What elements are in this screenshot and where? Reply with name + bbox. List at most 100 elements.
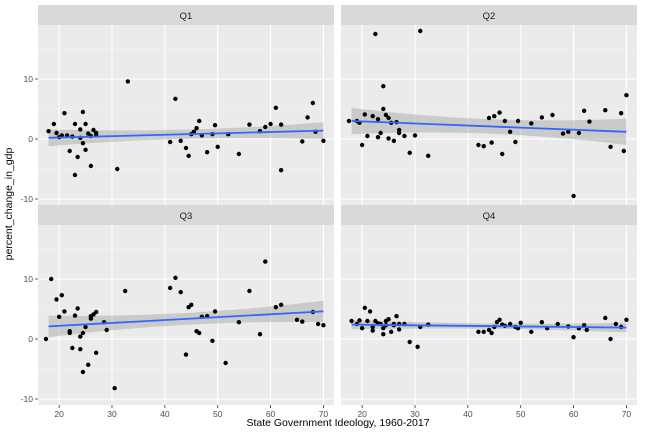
data-point <box>72 172 78 178</box>
data-point <box>305 115 310 120</box>
facet-strip <box>38 5 334 25</box>
data-point <box>375 135 381 140</box>
data-point <box>59 293 64 298</box>
data-point <box>62 111 67 116</box>
data-point <box>539 320 545 325</box>
data-point <box>268 121 273 127</box>
data-point <box>481 144 486 149</box>
data-point <box>78 127 83 132</box>
x-tick-label: 50 <box>516 409 526 419</box>
data-point <box>197 330 202 336</box>
data-point <box>555 321 560 327</box>
data-point <box>576 130 582 136</box>
regression-line <box>48 310 324 328</box>
facet-strip <box>341 205 637 225</box>
data-point <box>539 115 545 120</box>
data-point <box>375 117 381 122</box>
data-point <box>502 118 508 124</box>
data-point <box>386 136 391 141</box>
data-point <box>80 109 86 115</box>
x-tick-label: 30 <box>410 409 420 419</box>
data-point <box>396 327 402 332</box>
data-point <box>247 288 252 294</box>
data-point <box>349 318 354 324</box>
data-point <box>357 318 362 323</box>
x-tick-label: 70 <box>319 409 329 419</box>
facet-q4: Q4 20 30 40 50 60 70 <box>341 205 637 419</box>
data-point <box>51 121 57 127</box>
data-point <box>183 352 189 357</box>
data-point <box>223 360 228 366</box>
data-point <box>62 309 67 314</box>
data-point <box>500 151 505 157</box>
data-point <box>426 153 431 158</box>
data-point <box>273 105 279 111</box>
data-point <box>315 321 321 327</box>
data-point <box>178 290 183 295</box>
data-point <box>236 320 242 325</box>
facet-strip <box>38 205 334 225</box>
data-point <box>346 118 352 124</box>
data-point <box>389 329 394 334</box>
data-point <box>489 140 494 145</box>
data-point <box>83 121 88 127</box>
data-point <box>492 114 497 119</box>
data-point <box>608 144 613 149</box>
data-point <box>365 133 370 139</box>
data-point <box>78 334 83 339</box>
facet-strip-label: Q2 <box>483 11 496 22</box>
data-point <box>529 121 534 126</box>
data-point <box>396 130 402 136</box>
data-point <box>67 148 72 154</box>
data-point <box>178 138 183 143</box>
data-point <box>603 315 608 321</box>
data-point <box>321 323 326 328</box>
data-point <box>278 122 284 127</box>
data-point <box>497 110 502 115</box>
data-point <box>104 327 109 333</box>
data-point <box>186 153 191 158</box>
data-point <box>88 163 94 169</box>
regression-line <box>48 129 324 139</box>
data-point <box>373 31 378 37</box>
data-point <box>608 336 613 342</box>
data-point <box>112 386 117 391</box>
data-point <box>194 126 199 131</box>
data-point <box>43 336 49 342</box>
data-point <box>75 154 80 160</box>
data-point <box>383 112 389 118</box>
data-point <box>613 321 619 327</box>
data-point <box>486 327 492 333</box>
panel-background <box>341 25 637 205</box>
x-tick-label: 30 <box>107 409 117 419</box>
data-point <box>173 275 178 280</box>
data-point <box>56 314 62 319</box>
data-point <box>481 329 486 334</box>
data-point <box>46 129 51 134</box>
data-point <box>125 79 131 84</box>
data-point <box>236 151 242 157</box>
data-point <box>72 121 78 127</box>
data-point <box>476 329 481 334</box>
y-tick-label: 0 <box>28 334 33 344</box>
data-point <box>394 314 399 319</box>
facet-q1: Q1 -10 0 10 <box>21 5 334 205</box>
facet-q2: Q2 <box>341 5 637 205</box>
panel-background <box>38 25 334 205</box>
y-tick-label: -10 <box>21 394 34 404</box>
regression-line <box>351 323 627 329</box>
data-point <box>367 309 373 314</box>
data-point <box>300 319 305 324</box>
data-point <box>621 148 626 154</box>
data-point <box>370 114 375 119</box>
data-point <box>86 362 91 367</box>
data-point <box>115 166 120 172</box>
x-tick-label: 40 <box>160 409 170 419</box>
data-point <box>359 142 365 148</box>
x-tick-label: 70 <box>622 409 632 419</box>
data-point <box>415 344 420 349</box>
y-tick-label: 10 <box>24 274 34 284</box>
y-tick-label: 0 <box>28 134 33 144</box>
data-point <box>370 328 375 333</box>
data-point <box>67 330 72 336</box>
